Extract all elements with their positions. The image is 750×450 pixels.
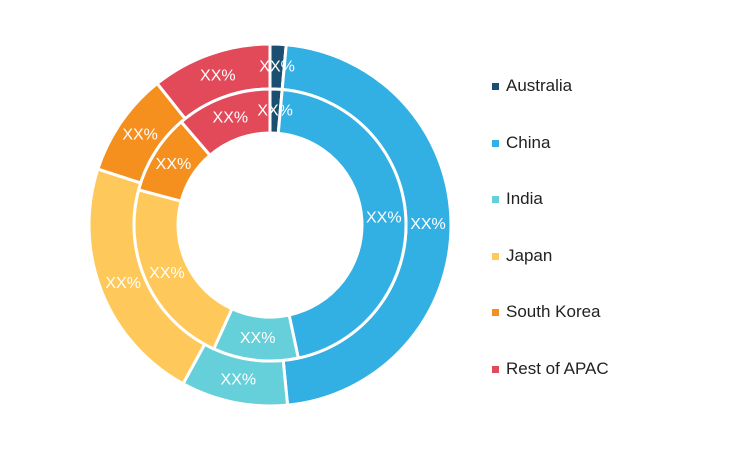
- legend-item: Rest of APAC: [492, 359, 609, 416]
- outer-slice-label: XX%: [105, 275, 141, 292]
- legend-label: Japan: [506, 245, 553, 265]
- inner-slice-china: [276, 87, 408, 360]
- outer-slice-label: XX%: [200, 67, 236, 84]
- legend-swatch: [492, 139, 499, 147]
- inner-slice-label: XX%: [156, 156, 192, 173]
- legend-label: South Korea: [506, 302, 601, 321]
- inner-slice-label: XX%: [257, 103, 293, 120]
- legend-item: India: [492, 189, 609, 246]
- legend-swatch: [492, 252, 499, 260]
- outer-slice-label: XX%: [259, 59, 295, 76]
- legend-item: Australia: [492, 76, 609, 133]
- legend-swatch: [492, 365, 499, 373]
- legend-label: India: [506, 189, 543, 208]
- legend-swatch: [492, 309, 499, 316]
- legend-item: Japan: [492, 246, 609, 303]
- inner-slice-rest-of-apac: [179, 87, 272, 158]
- legend-label: Rest of APAC: [506, 358, 609, 378]
- outer-slice-label: XX%: [122, 127, 158, 144]
- legend-item: China: [492, 133, 609, 190]
- legend-label: China: [506, 132, 551, 152]
- legend-item: South Korea: [492, 302, 609, 359]
- outer-slice-label: XX%: [221, 371, 257, 388]
- legend-swatch: [492, 196, 499, 203]
- legend-label: Australia: [506, 76, 573, 95]
- outer-slice-label: XX%: [410, 216, 446, 233]
- inner-slice-label: XX%: [213, 110, 249, 127]
- legend-swatch: [492, 83, 499, 90]
- inner-slice-label: XX%: [366, 210, 402, 227]
- chart-legend: Australia China India Japan South Korea Rest …: [492, 76, 609, 415]
- inner-slice-label: XX%: [240, 330, 276, 347]
- inner-slice-label: XX%: [149, 265, 185, 282]
